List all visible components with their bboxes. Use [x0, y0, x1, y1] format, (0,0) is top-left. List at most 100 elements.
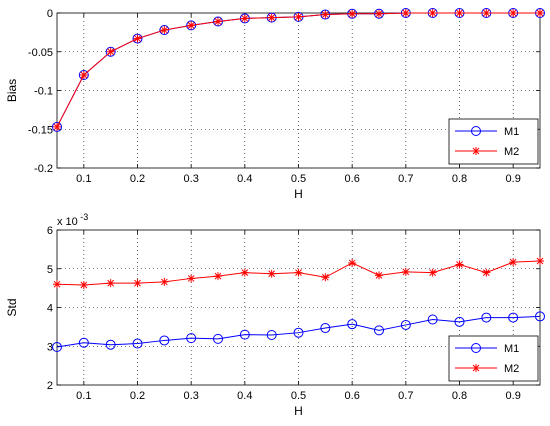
circle-marker — [159, 25, 170, 36]
circle-marker — [186, 333, 197, 344]
legend: M1 M2 — [448, 118, 539, 165]
y-tick-label: 5 — [47, 264, 53, 276]
x-tick-label: 0.5 — [291, 390, 306, 402]
y-tick-label: -0.15 — [28, 124, 53, 136]
y-tick-label: 2 — [47, 380, 53, 392]
circle-marker — [320, 323, 331, 334]
circle-marker — [52, 342, 62, 353]
x-tick-label: 0.8 — [452, 173, 467, 185]
star-marker — [79, 281, 88, 290]
legend-star-marker — [472, 364, 480, 372]
circle-marker — [78, 70, 89, 80]
star-marker — [375, 271, 383, 280]
y-tick-label: -0.05 — [28, 47, 53, 59]
star-marker — [267, 13, 276, 22]
circle-marker — [159, 335, 170, 346]
axes-box — [56, 229, 541, 386]
legend-label: M2 — [504, 363, 519, 375]
x-tick-label: 0.9 — [506, 390, 521, 402]
y-tick-label: -0.2 — [34, 163, 53, 175]
chart-panel-1: 0.1 0.2 0.3 0.4 0.5 0.6 0.7 0.8 0.9 -0.2 -0.15 -0.1… — [5, 8, 545, 201]
x-tick-label: 0.4 — [237, 173, 252, 185]
star-marker — [401, 267, 410, 276]
star-marker — [294, 268, 303, 277]
circle-marker — [293, 327, 304, 338]
star-marker — [455, 260, 464, 269]
series-m1 — [52, 311, 545, 353]
star-marker — [106, 279, 115, 288]
star-marker — [133, 279, 142, 288]
star-marker — [79, 71, 88, 79]
legend-label: M2 — [504, 146, 519, 158]
star-marker — [401, 9, 410, 17]
star-marker — [240, 268, 249, 277]
legend-label: M1 — [504, 126, 519, 138]
x-tick-label: 0.9 — [506, 173, 521, 185]
circle-marker — [347, 319, 358, 330]
y-axis-label: Std — [5, 298, 19, 316]
star-marker — [160, 26, 169, 35]
circle-marker — [481, 312, 492, 323]
star-marker — [509, 9, 518, 17]
star-marker — [348, 9, 357, 18]
x-axis-label: H — [294, 404, 303, 418]
x-tick-label: 0.4 — [237, 390, 252, 402]
circle-marker — [427, 314, 438, 325]
circle-marker — [52, 121, 62, 132]
chart-panel-2: 0.1 0.2 0.3 0.4 0.5 0.6 0.7 0.8 0.9 2 3 4 5 6 H Std x 10… — [5, 212, 545, 418]
circle-marker — [78, 337, 89, 348]
star-marker — [428, 268, 437, 277]
circle-marker — [508, 312, 519, 323]
x-tick-label: 0.6 — [345, 173, 360, 185]
star-marker — [187, 274, 196, 283]
star-marker — [509, 258, 518, 267]
y-tick-label: 4 — [47, 303, 53, 315]
circle-marker — [213, 333, 223, 344]
circle-marker — [239, 329, 250, 340]
legend-star-marker — [472, 147, 480, 155]
series-line — [56, 315, 541, 348]
star-marker — [160, 277, 169, 286]
legend-label: M1 — [504, 343, 519, 355]
y-exponent-label: x 10 -3 — [57, 212, 88, 228]
series-m2 — [53, 9, 544, 131]
legend: M1 M2 — [448, 335, 539, 382]
legend-circle-marker — [471, 126, 481, 136]
star-marker — [214, 17, 222, 26]
star-marker — [321, 10, 330, 19]
star-marker — [321, 273, 330, 282]
x-tick-label: 0.2 — [130, 173, 145, 185]
x-tick-label: 0.3 — [184, 390, 199, 402]
circle-marker — [266, 330, 277, 341]
star-marker — [267, 269, 276, 278]
legend-box — [448, 118, 539, 165]
star-marker — [133, 34, 142, 43]
x-tick-label: 0.7 — [398, 173, 413, 185]
circle-marker — [105, 339, 116, 350]
star-marker — [482, 9, 491, 17]
x-tick-label: 0.6 — [345, 390, 360, 402]
legend-circle-marker — [471, 343, 481, 353]
x-tick-label: 0.7 — [398, 390, 413, 402]
circle-marker — [132, 33, 143, 44]
legend-box — [448, 335, 539, 382]
circle-marker — [105, 46, 116, 57]
y-tick-label: -0.1 — [34, 86, 53, 98]
y-axis-label: Bias — [5, 79, 19, 102]
y-tick-label: 0 — [47, 8, 53, 20]
y-tick-label: 3 — [47, 341, 53, 353]
star-marker — [455, 9, 464, 17]
y-tick-label: 6 — [47, 225, 53, 237]
star-marker — [187, 21, 196, 30]
star-marker — [375, 9, 383, 18]
circle-marker — [213, 16, 223, 27]
x-tick-label: 0.3 — [184, 173, 199, 185]
x-tick-label: 0.8 — [452, 390, 467, 402]
star-marker — [482, 268, 491, 277]
star-marker — [53, 280, 61, 289]
star-marker — [53, 122, 61, 131]
x-tick-label: 0.1 — [76, 173, 91, 185]
star-marker — [536, 257, 544, 265]
x-axis-label: H — [294, 187, 303, 201]
